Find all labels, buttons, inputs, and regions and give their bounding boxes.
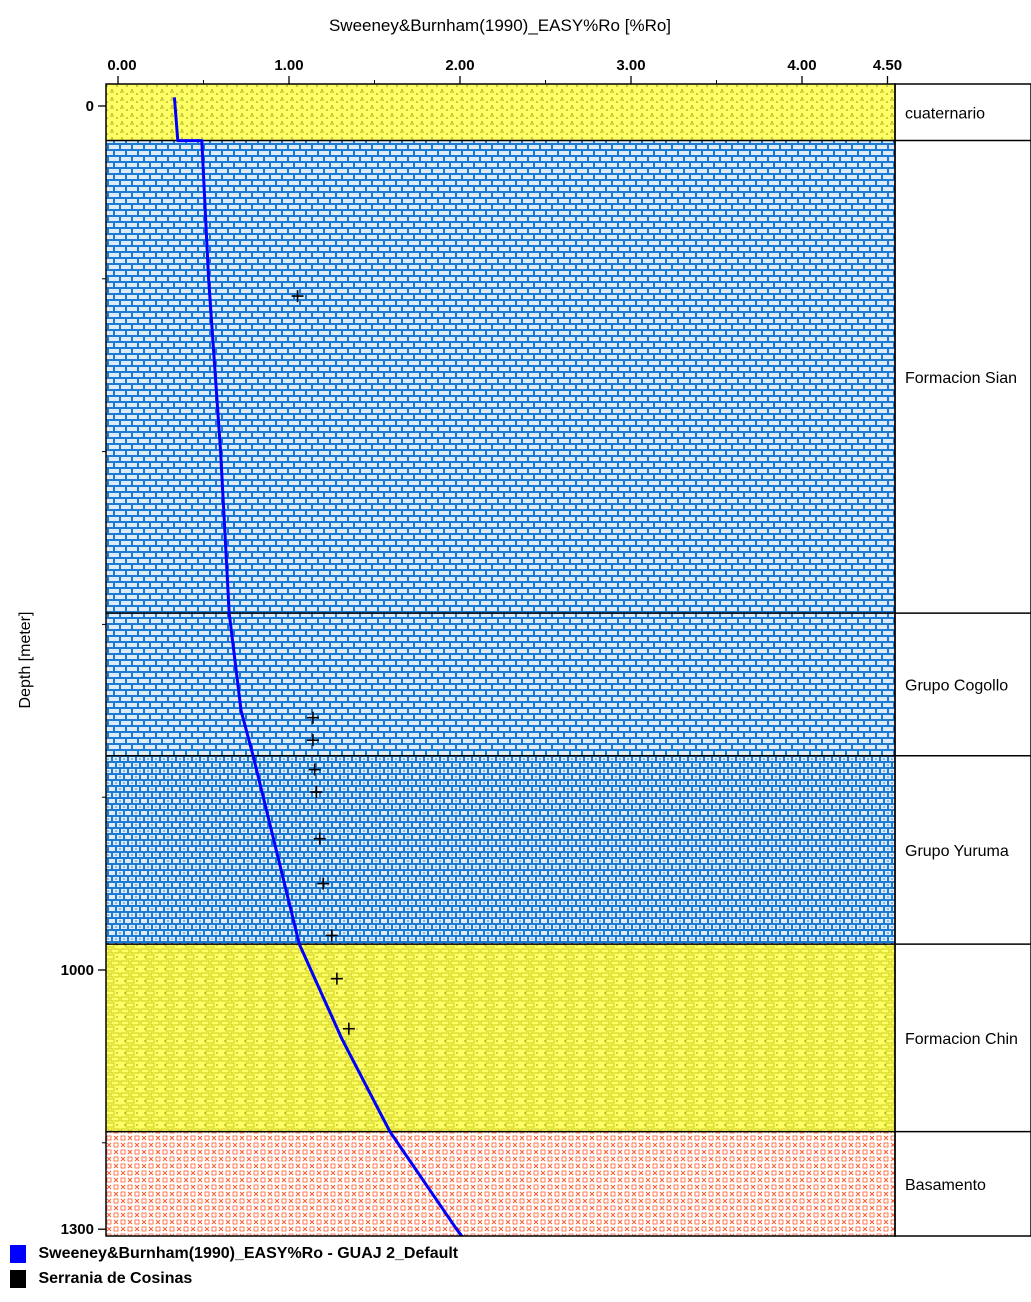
layer-basamento [106,1131,895,1236]
measured-point [330,972,343,985]
y-tick-label: 1000 [61,962,94,979]
measured-point [325,929,338,942]
measured-point [317,877,330,890]
measured-point [306,711,319,724]
lithology-layers [106,84,895,1236]
ro-series-line [172,97,464,1236]
measured-point [291,290,304,303]
x-tick-label: 0.00 [107,57,136,74]
legend-label-ro-series: Sweeney&Burnham(1990)_EASY%Ro - GUAJ 2_D… [38,1245,459,1262]
ro-curve [172,97,464,1236]
x-tick-label: 3.00 [616,57,645,74]
legend-swatch-blue [10,1245,26,1263]
y-axis-label: Depth [meter] [17,612,34,709]
x-tick-label: 2.00 [445,57,474,74]
layer-label-formacion-chin: Formacion Chin [905,1031,1018,1048]
layer-label-grupo-cogollo: Grupo Cogollo [905,677,1008,694]
layer-boundaries [106,139,1031,1133]
y-tick-label: 1300 [61,1221,94,1238]
legend-swatch-black [10,1270,26,1288]
chart-title: Sweeney&Burnham(1990)_EASY%Ro [%Ro] [329,16,671,35]
layer-label-formacion-sian: Formacion Sian [905,370,1017,387]
layer-cuaternario [106,84,895,141]
x-tick-label: 4.50 [873,57,902,74]
x-axis: 0.00 1.00 2.00 3.00 4.00 4.50 [107,57,902,84]
legend-item-ro-series: Sweeney&Burnham(1990)_EASY%Ro - GUAJ 2_D… [10,1245,458,1263]
legend-label-measured: Serrania de Cosinas [38,1270,193,1287]
measured-point [342,1022,355,1035]
layer-grupo-cogollo [106,613,895,756]
measured-points [291,290,355,1035]
measured-point [310,786,323,799]
layer-formacion-chin [106,944,895,1132]
x-tick-label: 4.00 [787,57,816,74]
layer-formacion-sian [106,140,895,614]
y-tick-label: 0 [86,98,94,115]
layer-labels: cuaternario Formacion Sian Grupo Cogollo Gr… [905,105,1018,1194]
y-axis: 0 1000 1300 [61,98,106,1238]
legend-item-measured: Serrania de Cosinas [10,1270,192,1288]
layer-label-cuaternario: cuaternario [905,105,985,122]
layer-grupo-yuruma [106,755,895,945]
layer-label-grupo-yuruma: Grupo Yuruma [905,843,1009,860]
measured-point [308,763,321,776]
layer-label-basamento: Basamento [905,1177,986,1194]
measured-point [313,832,326,845]
label-frame [894,83,1031,1237]
measured-point [306,734,319,747]
x-tick-label: 1.00 [274,57,303,74]
